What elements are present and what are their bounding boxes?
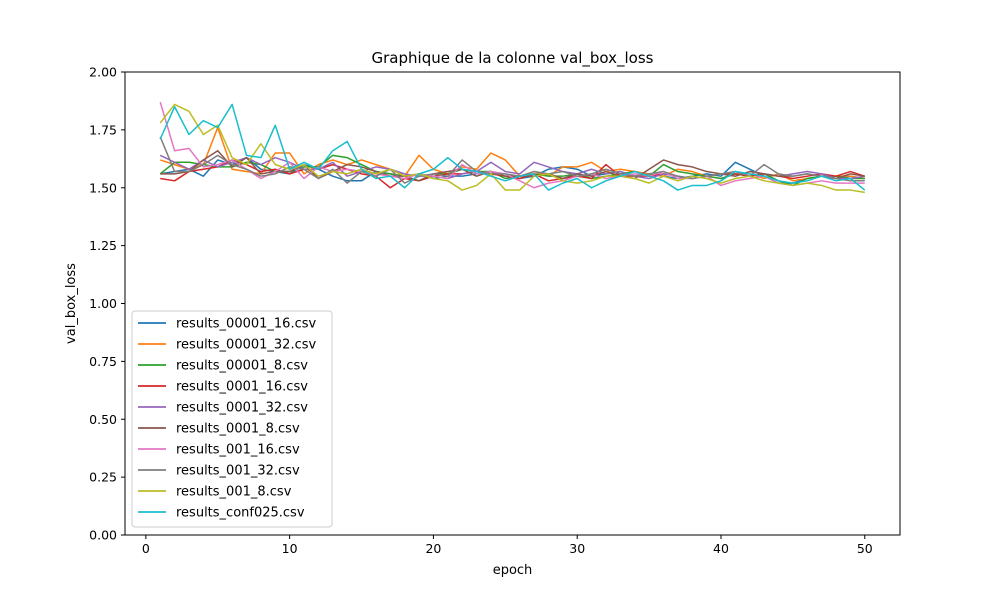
y-tick-label: 1.75 bbox=[89, 122, 117, 137]
legend-entry: results_00001_16.csv bbox=[176, 317, 317, 332]
series-line-7 bbox=[159, 101, 865, 189]
x-axis: 0 10 20 30 40 50 bbox=[142, 535, 873, 556]
legend-box bbox=[131, 310, 333, 528]
x-tick-label: 10 bbox=[282, 541, 298, 556]
y-tick-label: 0.00 bbox=[89, 528, 117, 543]
legend-entry: results_001_8.csv bbox=[176, 485, 292, 500]
legend-entry: results_0001_8.csv bbox=[176, 422, 300, 437]
series-line-9 bbox=[159, 103, 865, 194]
legend-entry: results_00001_8.csv bbox=[176, 359, 308, 374]
legend: results_00001_16.csv results_00001_32.csv… bbox=[131, 310, 333, 528]
x-tick-label: 20 bbox=[425, 541, 441, 556]
legend-entry: results_001_32.csv bbox=[176, 464, 300, 479]
x-tick-label: 40 bbox=[713, 541, 729, 556]
y-tick-label: 1.00 bbox=[89, 296, 117, 311]
series-line-10 bbox=[159, 103, 866, 191]
chart-title: Graphique de la colonne val_box_loss bbox=[372, 49, 654, 68]
y-axis: 0.00 0.25 0.50 0.75 1.00 1.25 1.50 1.75 2.00 bbox=[89, 65, 125, 543]
legend-entry: results_0001_32.csv bbox=[176, 401, 308, 416]
y-tick-label: 2.00 bbox=[89, 65, 117, 80]
series-line-8 bbox=[159, 136, 865, 184]
y-tick-label: 0.50 bbox=[89, 412, 117, 427]
x-tick-label: 30 bbox=[569, 541, 585, 556]
legend-entry: results_00001_32.csv bbox=[176, 338, 317, 353]
y-tick-label: 1.50 bbox=[89, 180, 117, 195]
x-tick-label: 0 bbox=[142, 541, 150, 556]
y-tick-label: 0.25 bbox=[89, 470, 117, 485]
legend-entry: results_001_16.csv bbox=[176, 443, 300, 458]
legend-entry: results_0001_16.csv bbox=[176, 380, 308, 395]
x-tick-label: 50 bbox=[857, 541, 873, 556]
series-line-6 bbox=[160, 149, 865, 182]
y-tick-label: 0.75 bbox=[89, 354, 117, 369]
y-axis-label: val_box_loss bbox=[64, 263, 79, 344]
series-lines bbox=[159, 101, 866, 194]
x-axis-label: epoch bbox=[493, 563, 533, 578]
y-tick-label: 1.25 bbox=[89, 238, 117, 253]
legend-entry: results_conf025.csv bbox=[176, 506, 305, 521]
